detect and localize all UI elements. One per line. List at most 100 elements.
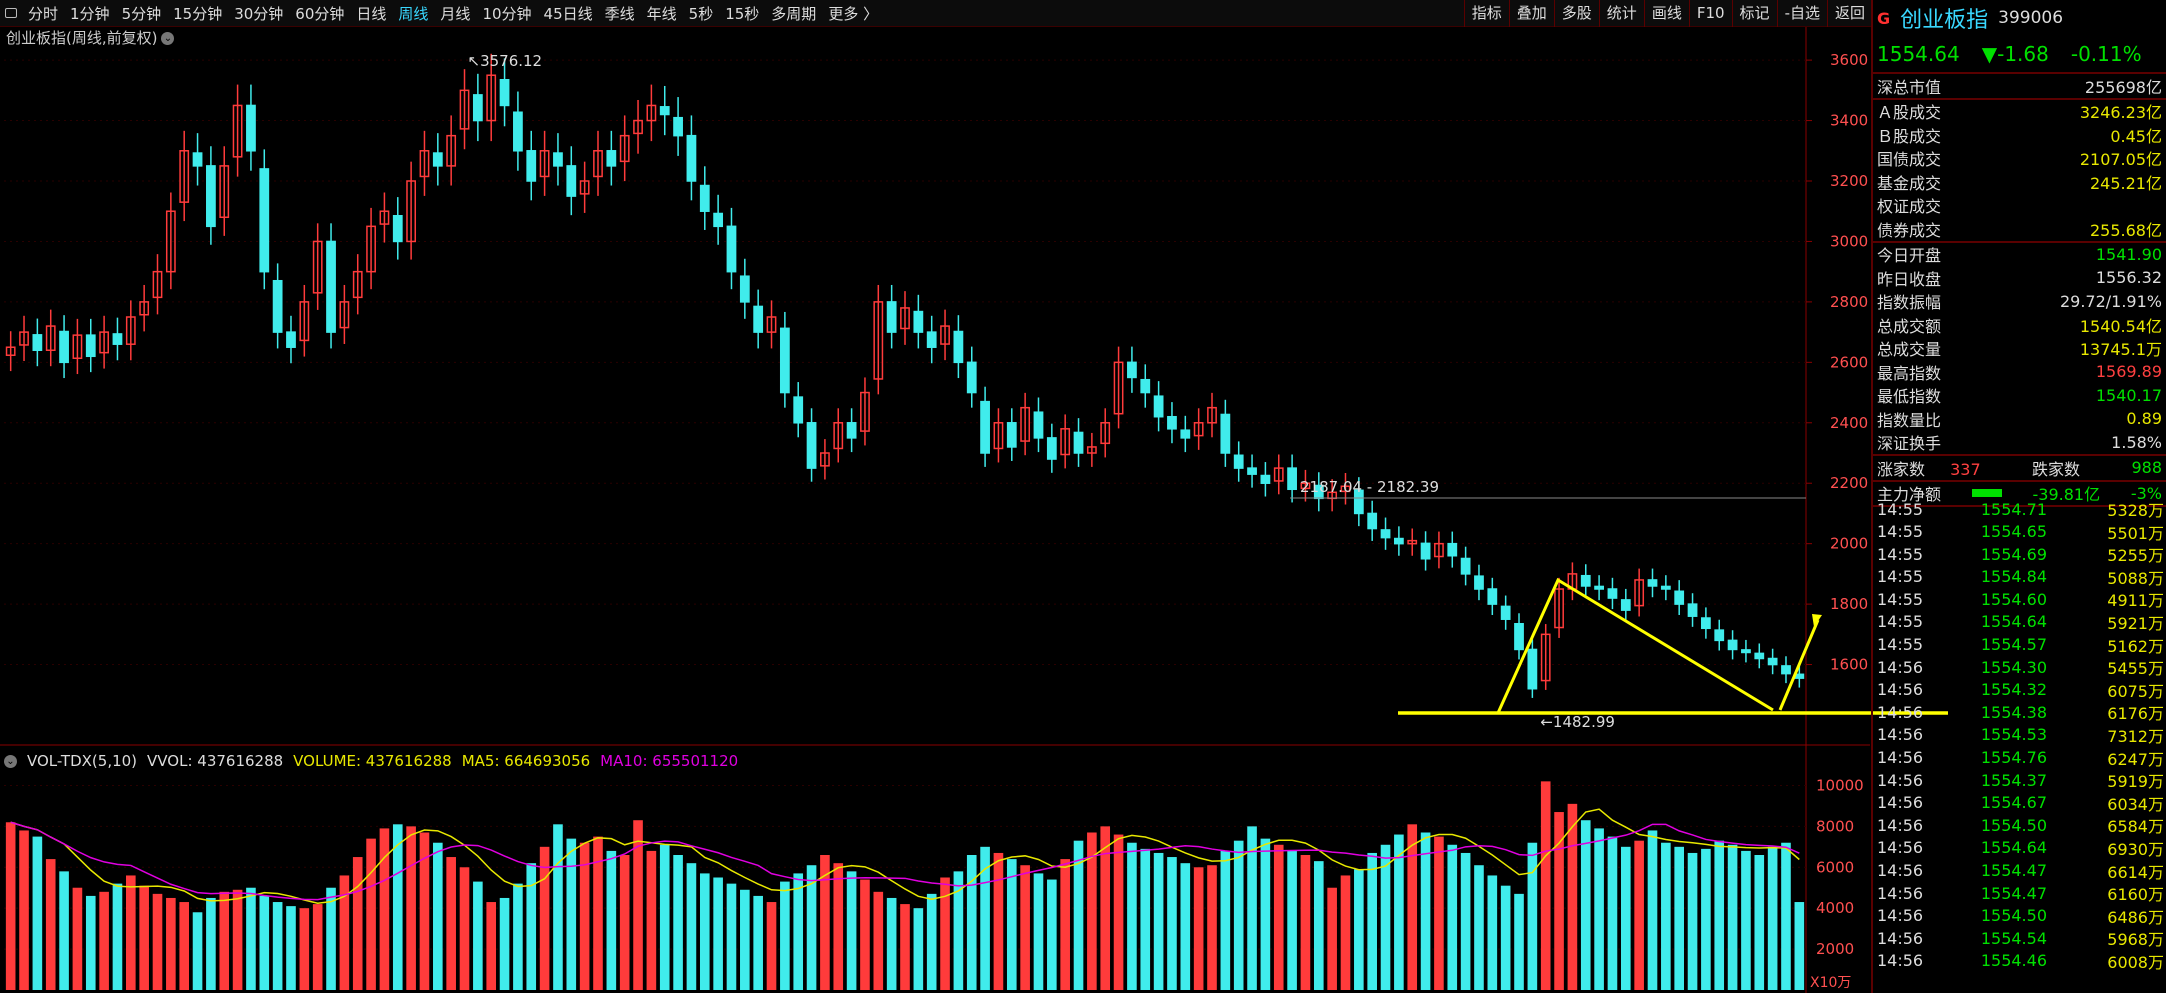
tick-row: 14:55 1554.71 5328万 — [1873, 497, 2166, 521]
volume-bar — [579, 842, 590, 990]
tab-0[interactable]: 分时 — [28, 4, 59, 23]
tick-volume: 5455万 — [2107, 659, 2164, 679]
tool-3[interactable]: 统计 — [1598, 0, 1644, 27]
candle-body — [726, 225, 737, 273]
volume-bar — [1447, 844, 1458, 990]
tick-row: 14:56 1554.50 6584万 — [1873, 813, 2166, 837]
volume-bar — [1260, 838, 1271, 990]
market-cap-row: 深总市值 255698亿 — [1873, 74, 2166, 98]
chevron-down-icon[interactable]: ⌄ — [4, 754, 17, 768]
candle-body — [1127, 361, 1137, 379]
volume-bar — [1247, 826, 1257, 990]
tab-15[interactable]: 多周期 — [771, 4, 817, 23]
candle-body — [1273, 467, 1284, 482]
tick-time: 14:56 — [1877, 906, 1924, 926]
vol-tick-label: 10000 — [1816, 776, 1864, 794]
tool-2[interactable]: 多股 — [1553, 0, 1599, 27]
y-tick-label: 3200 — [1830, 172, 1868, 190]
stat-label: 指数振幅 — [1877, 293, 1942, 313]
vol-vvol: VVOL: 437616288 — [147, 752, 284, 770]
tool-5[interactable]: F10 — [1688, 0, 1732, 27]
candle-body — [1714, 629, 1725, 642]
tab-2[interactable]: 5分钟 — [121, 4, 162, 23]
stat-value: 1556.32 — [2095, 268, 2162, 288]
volume-bar — [99, 891, 109, 990]
flow-pct: -3% — [2130, 483, 2162, 503]
quote-header: G 创业板指 399006 — [1873, 0, 2166, 36]
stat-row: 昨日收盘 1556.32 — [1873, 266, 2166, 290]
candle-body — [1487, 588, 1498, 605]
tool-0[interactable]: 指标 — [1463, 0, 1509, 27]
volume-bar — [5, 822, 16, 990]
candle-body — [820, 452, 830, 467]
tool-7[interactable]: -自选 — [1776, 0, 1827, 27]
candle-body — [659, 106, 670, 116]
tick-time: 14:55 — [1877, 499, 1924, 519]
tab-7[interactable]: 周线 — [398, 4, 429, 23]
last-price: 1554.64 — [1877, 42, 1960, 66]
tab-16[interactable]: 更多 〉 — [828, 4, 879, 23]
tool-8[interactable]: 返回 — [1826, 0, 1872, 27]
volume-bar — [152, 893, 163, 990]
tab-5[interactable]: 60分钟 — [295, 4, 345, 23]
candle-body — [993, 422, 1004, 450]
volume-bar — [1287, 850, 1297, 990]
volume-bar — [713, 877, 723, 990]
range-label: 2187.04 - 2182.39 — [1300, 478, 1439, 496]
y-tick-label: 2600 — [1830, 353, 1868, 371]
volume-bar — [926, 893, 937, 990]
tick-row: 14:56 1554.53 7312万 — [1873, 723, 2166, 746]
tab-3[interactable]: 15分钟 — [173, 4, 223, 23]
tick-time: 14:55 — [1877, 522, 1924, 542]
tab-8[interactable]: 月线 — [440, 4, 471, 23]
volume-bar — [1220, 850, 1231, 990]
candle-body — [1754, 652, 1765, 660]
tab-9[interactable]: 10分钟 — [482, 4, 532, 23]
volume-bar — [619, 855, 630, 990]
candle-body — [19, 331, 29, 346]
tab-13[interactable]: 5秒 — [688, 4, 714, 23]
tick-price: 1554.37 — [1980, 770, 2047, 790]
tool-6[interactable]: 标记 — [1731, 0, 1777, 27]
tick-time: 14:56 — [1877, 815, 1924, 835]
volume-bar — [1020, 865, 1030, 990]
menu-icon[interactable] — [0, 0, 22, 27]
candle-body — [1153, 395, 1164, 418]
volume-bar — [1273, 844, 1284, 990]
tab-10[interactable]: 45日线 — [543, 4, 593, 23]
volume-bar — [192, 912, 203, 990]
tab-1[interactable]: 1分钟 — [70, 4, 110, 23]
volume-chart[interactable]: 10000 8000 6000 4000 2000 X10万 — [0, 0, 1870, 993]
tick-price: 1554.57 — [1980, 635, 2047, 655]
tick-row: 14:55 1554.84 5088万 — [1873, 565, 2166, 588]
tab-11[interactable]: 季线 — [604, 4, 635, 23]
vol-tick-label: 6000 — [1816, 858, 1854, 876]
tab-12[interactable]: 年线 — [646, 4, 677, 23]
tick-time: 14:56 — [1877, 861, 1924, 880]
volume-bar — [392, 824, 403, 990]
tab-6[interactable]: 日线 — [356, 4, 387, 23]
price-chart[interactable]: 3600 3400 3200 3000 2800 2600 2400 2200 2000 1800… — [0, 0, 1948, 746]
tool-1[interactable]: 叠加 — [1508, 0, 1554, 27]
vol-ma10: MA10: 655501120 — [600, 752, 739, 770]
candle-body — [1086, 446, 1097, 454]
trade-row: 基金成交 245.21亿 — [1873, 170, 2166, 194]
y-tick-label: 3400 — [1830, 112, 1868, 130]
tick-row: 14:55 1554.60 4911万 — [1873, 587, 2166, 611]
volume-bar — [112, 883, 123, 990]
volume-bar — [1327, 887, 1337, 990]
candle-body — [1367, 512, 1378, 530]
candle-body — [606, 150, 617, 167]
candle-body — [1741, 649, 1751, 654]
candle-body — [406, 180, 417, 243]
chevron-down-icon[interactable]: ⌄ — [161, 31, 175, 45]
volume-bar — [526, 863, 537, 990]
volume-bar — [860, 879, 870, 990]
tool-4[interactable]: 画线 — [1643, 0, 1689, 27]
tab-4[interactable]: 30分钟 — [234, 4, 284, 23]
candle-body — [1460, 557, 1471, 575]
y-tick-label: 2400 — [1830, 414, 1868, 432]
volume-bar — [1580, 820, 1591, 990]
tab-14[interactable]: 15秒 — [725, 4, 760, 23]
flag-badge: G — [1877, 8, 1891, 28]
